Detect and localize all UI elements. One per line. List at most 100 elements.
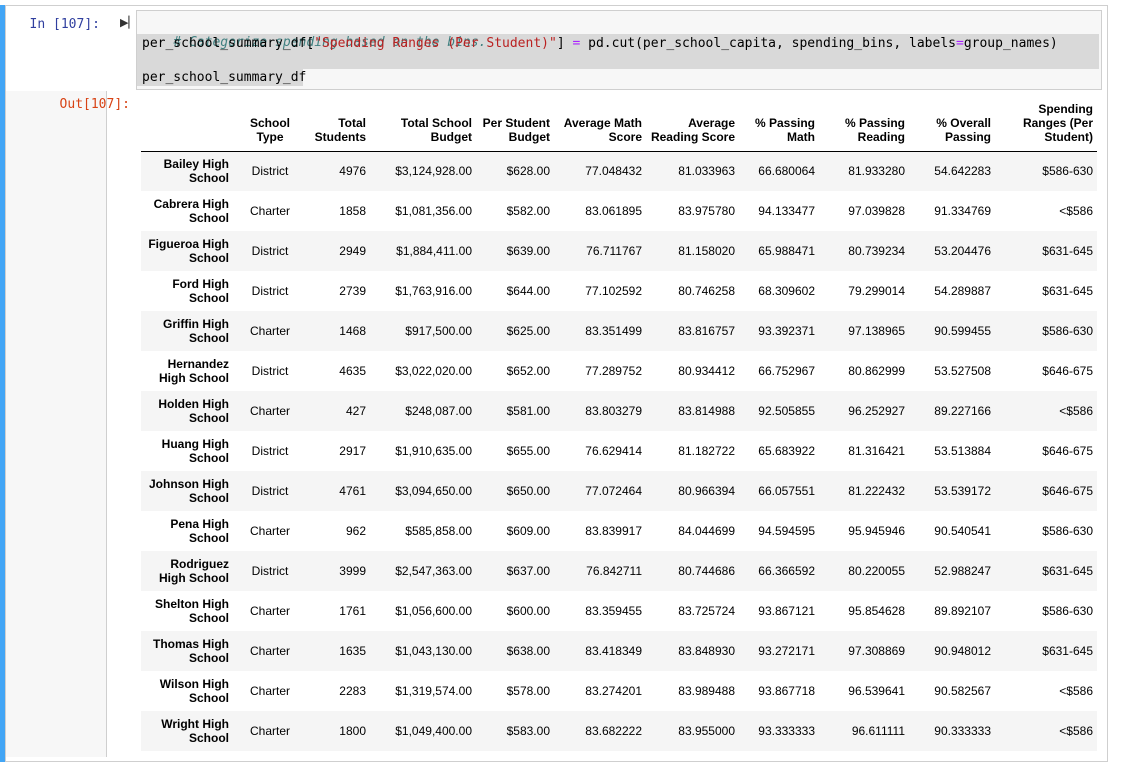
code-string-token: "Spending Ranges (Per Student)" bbox=[314, 36, 557, 51]
row-index-label: Ford High School bbox=[172, 277, 229, 305]
table-cell: Charter bbox=[249, 324, 290, 338]
output-prompt-area[interactable] bbox=[6, 91, 107, 757]
table-cell: 3999 bbox=[339, 564, 366, 578]
table-cell: 94.133477 bbox=[758, 204, 815, 218]
table-cell: District bbox=[251, 484, 289, 498]
table-cell: Charter bbox=[249, 524, 290, 538]
table-cell: 83.359455 bbox=[585, 604, 642, 618]
table-cell: $650.00 bbox=[506, 484, 550, 498]
table-cell: 96.539641 bbox=[848, 684, 905, 698]
text-selection-highlight bbox=[137, 34, 1099, 69]
table-cell: $1,763,916.00 bbox=[395, 284, 472, 298]
table-row: Wilson High School Charter 2283 $1,319,574.… bbox=[141, 671, 1097, 711]
table-cell: 89.227166 bbox=[934, 404, 991, 418]
table-cell: 2949 bbox=[339, 244, 366, 258]
table-cell: 90.333333 bbox=[934, 724, 991, 738]
table-cell: Charter bbox=[249, 404, 290, 418]
table-cell: 2739 bbox=[339, 284, 366, 298]
table-cell: 76.842711 bbox=[586, 564, 642, 578]
table-cell: 80.220055 bbox=[848, 564, 905, 578]
table-cell: 80.862999 bbox=[848, 364, 905, 378]
table-cell: $582.00 bbox=[506, 204, 550, 218]
table-cell: 962 bbox=[345, 524, 366, 538]
table-cell: 83.682222 bbox=[585, 724, 642, 738]
table-cell: $609.00 bbox=[506, 524, 550, 538]
table-cell: $583.00 bbox=[506, 724, 550, 738]
code-line-comment: # Categorize spending based on the bins. bbox=[142, 17, 486, 68]
table-cell: 90.599455 bbox=[934, 324, 991, 338]
table-cell: $631-645 bbox=[1042, 644, 1093, 658]
table-cell: 94.594595 bbox=[758, 524, 815, 538]
code-token: per_school_summary_df[ bbox=[142, 36, 315, 51]
table-cell: 52.988247 bbox=[934, 564, 991, 578]
code-editor[interactable]: # Categorize spending based on the bins.… bbox=[136, 10, 1102, 90]
table-cell: $638.00 bbox=[506, 644, 550, 658]
table-cell: 95.854628 bbox=[848, 604, 905, 618]
table-cell: 1761 bbox=[339, 604, 366, 618]
table-cell: <$586 bbox=[1059, 204, 1093, 218]
output-prompt: Out[107]: bbox=[59, 97, 130, 112]
table-cell: 83.955000 bbox=[678, 724, 735, 738]
code-token: group_names) bbox=[963, 36, 1058, 51]
table-cell: 1858 bbox=[339, 204, 366, 218]
table-cell: $578.00 bbox=[506, 684, 550, 698]
dataframe-table: School Type Total Students Total School … bbox=[141, 100, 1097, 751]
table-cell: $586-630 bbox=[1042, 164, 1093, 179]
table-cell: 77.102592 bbox=[585, 284, 642, 298]
table-cell: $1,056,600.00 bbox=[395, 604, 472, 618]
table-row: Huang High School District 2917 $1,910,635.… bbox=[141, 431, 1097, 471]
table-cell: 83.725724 bbox=[678, 604, 735, 618]
table-cell: 66.752967 bbox=[758, 364, 815, 378]
table-cell: 83.418349 bbox=[585, 644, 642, 658]
table-cell: District bbox=[251, 444, 289, 458]
table-row: Figueroa High School District 2949 $1,884,4… bbox=[141, 231, 1097, 271]
table-cell: District bbox=[251, 284, 289, 298]
table-cell: $1,884,411.00 bbox=[396, 244, 472, 258]
table-cell: 77.048432 bbox=[585, 164, 642, 179]
table-cell: Charter bbox=[249, 644, 290, 658]
column-header: Total School Budget bbox=[370, 100, 476, 152]
table-cell: 54.642283 bbox=[934, 164, 991, 179]
notebook-cell[interactable] bbox=[5, 5, 1108, 762]
table-row: Johnson High School District 4761 $3,094,65… bbox=[141, 471, 1097, 511]
table-cell: 81.222432 bbox=[848, 484, 905, 498]
table-header: School Type Total Students Total School … bbox=[141, 100, 1097, 152]
table-cell: District bbox=[251, 244, 289, 258]
row-index-label: Huang High School bbox=[161, 437, 229, 465]
table-row: Rodriguez High School District 3999 $2,547,… bbox=[141, 551, 1097, 591]
table-cell: <$586 bbox=[1059, 724, 1093, 738]
table-cell: $1,081,356.00 bbox=[395, 204, 472, 218]
table-cell: 83.975780 bbox=[678, 204, 735, 218]
table-cell: 80.746258 bbox=[678, 284, 735, 298]
code-operator-token: = bbox=[956, 36, 964, 51]
table-cell: 77.072464 bbox=[585, 484, 642, 498]
table-cell: 66.057551 bbox=[758, 484, 815, 498]
table-cell: 53.513884 bbox=[934, 444, 991, 458]
table-cell: $655.00 bbox=[506, 444, 550, 458]
table-cell: 77.289752 bbox=[585, 364, 642, 378]
run-cell-icon[interactable]: ▶▏ bbox=[120, 16, 137, 29]
table-cell: 97.039828 bbox=[848, 204, 905, 218]
table-cell: 93.333333 bbox=[758, 724, 815, 738]
column-header: Total Students bbox=[302, 100, 370, 152]
table-cell: $628.00 bbox=[506, 164, 550, 179]
table-cell: 2917 bbox=[339, 444, 366, 458]
table-row: Pena High School Charter 962 $585,858.00 $60… bbox=[141, 511, 1097, 551]
table-row: Cabrera High School Charter 1858 $1,081,356… bbox=[141, 191, 1097, 231]
table-cell: 81.033963 bbox=[678, 164, 735, 179]
table-cell: $646-675 bbox=[1042, 364, 1093, 378]
code-line-display: per_school_summary_df bbox=[142, 69, 306, 86]
table-cell: 81.933280 bbox=[848, 164, 905, 179]
table-cell: $600.00 bbox=[506, 604, 550, 618]
row-index-label: Johnson High School bbox=[149, 477, 229, 505]
table-cell: 83.848930 bbox=[678, 644, 735, 658]
input-prompt: In [107]: bbox=[29, 17, 100, 32]
table-cell: 93.867121 bbox=[758, 604, 815, 618]
table-cell: 97.308869 bbox=[848, 644, 905, 658]
code-operator-token: = bbox=[572, 36, 581, 51]
row-index-label: Holden High School bbox=[158, 397, 229, 425]
table-row: Thomas High School Charter 1635 $1,043,130.… bbox=[141, 631, 1097, 671]
row-index-label: Thomas High School bbox=[152, 637, 229, 665]
table-cell: 96.252927 bbox=[848, 404, 905, 418]
table-cell: 54.289887 bbox=[934, 284, 991, 298]
